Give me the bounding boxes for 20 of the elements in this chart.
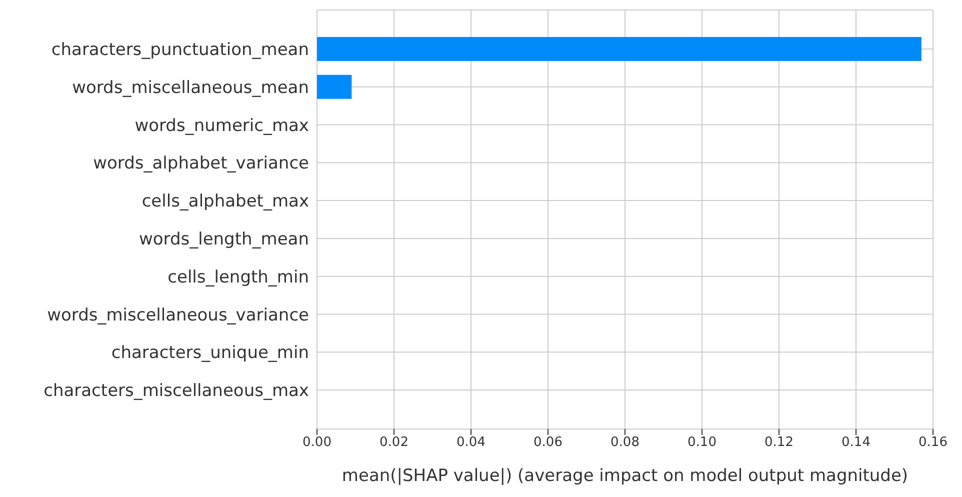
x-tick-label: 0.00 — [302, 435, 332, 450]
x-tick-label: 0.06 — [534, 435, 562, 450]
y-tick-label: cells_alphabet_max — [142, 192, 309, 212]
x-axis-title: mean(|SHAP value|) (average impact on model output magnitude) — [342, 466, 908, 486]
y-tick-label: words_alphabet_variance — [93, 154, 309, 174]
y-tick-label: words_length_mean — [138, 229, 309, 250]
x-tick-label: 0.10 — [688, 435, 716, 450]
y-tick-label: characters_unique_min — [111, 343, 309, 364]
x-tick-label: 0.08 — [610, 435, 640, 450]
x-tick-label: 0.12 — [764, 435, 794, 450]
y-tick-label: words_miscellaneous_variance — [47, 305, 309, 326]
y-tick-label: words_miscellaneous_mean — [72, 78, 309, 98]
y-tick-label: cells_length_min — [168, 267, 309, 288]
y-tick-label: characters_miscellaneous_max — [44, 381, 309, 402]
x-tick-label: 0.16 — [918, 435, 948, 450]
x-tick-label: 0.04 — [456, 435, 486, 450]
x-tick-label: 0.02 — [380, 435, 408, 450]
x-tick-label: 0.14 — [842, 435, 870, 450]
y-tick-label: characters_punctuation_mean — [51, 40, 309, 60]
y-tick-label: words_numeric_max — [134, 116, 309, 136]
